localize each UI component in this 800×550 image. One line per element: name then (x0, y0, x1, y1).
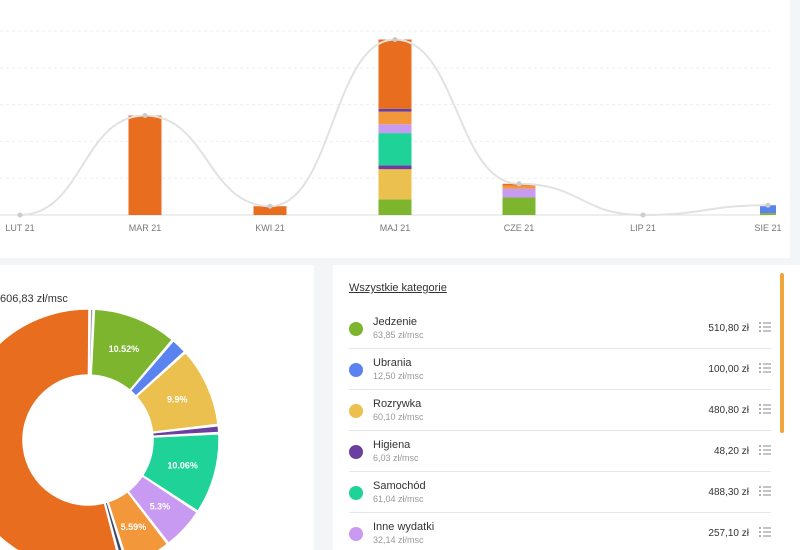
chart-bars (128, 39, 776, 215)
list-scrollbar[interactable] (780, 273, 784, 433)
category-row[interactable]: Jedzenie 63,85 zł/msc 510,80 zł (349, 308, 771, 349)
bar-segment[interactable] (378, 39, 412, 109)
category-donut-chart: 10.52%9.9%10.06%5.3%5.59%% (0, 308, 220, 550)
category-name: Ubrania (373, 357, 412, 369)
donut-segment-label: 5.59% (121, 522, 147, 532)
category-row[interactable]: Higiena 6,03 zł/msc 48,20 zł (349, 431, 771, 472)
bar-segment[interactable] (502, 197, 536, 215)
x-tick-label: MAJ 21 (380, 223, 411, 233)
bar-segment[interactable] (760, 205, 776, 214)
category-color-dot (349, 322, 363, 336)
category-name: Samochód (373, 480, 426, 492)
list-icon[interactable] (759, 362, 771, 374)
bar-segment[interactable] (128, 115, 162, 215)
category-name: Higiena (373, 439, 411, 451)
donut-segment[interactable] (126, 474, 199, 545)
category-monthly-average: 12,50 zł/msc (373, 371, 424, 381)
donut-segment-label: 10.06% (167, 461, 198, 471)
list-icon[interactable] (759, 403, 771, 415)
donut-segment-label: 9.9% (167, 395, 188, 405)
category-monthly-average: 61,04 zł/msc (373, 494, 424, 504)
trend-point[interactable] (267, 203, 273, 209)
monthly-chart-panel: LUT 21 MAR 21 KWI 21 MAJ 21 CZE 21 LIP 21 SIE … (0, 0, 790, 258)
category-color-dot (349, 445, 363, 459)
donut-segment[interactable] (141, 433, 220, 513)
bar-segment[interactable] (502, 188, 536, 198)
category-name: Inne wydatki (373, 521, 435, 533)
chart-trend-line (17, 37, 771, 218)
trend-point[interactable] (142, 113, 148, 119)
bar-segment[interactable] (253, 206, 287, 215)
bar-segment[interactable] (378, 165, 412, 170)
x-tick-label: CZE 21 (504, 223, 535, 233)
category-color-dot (349, 363, 363, 377)
donut-segment[interactable] (135, 351, 219, 434)
donut-chart-panel: 606,83 zł/msc 10.52%9.9%10.06%5.3%5.59%% (0, 265, 314, 550)
trend-point[interactable] (392, 37, 398, 42)
category-total: 257,10 zł (708, 528, 749, 539)
bar-segment[interactable] (378, 111, 412, 125)
trend-point[interactable] (765, 202, 771, 208)
monthly-bar-chart: LUT 21 MAR 21 KWI 21 MAJ 21 CZE 21 LIP 21 SIE … (0, 30, 782, 233)
list-icon[interactable] (759, 444, 771, 456)
donut-segment[interactable] (0, 308, 121, 550)
bar-segment[interactable] (502, 185, 536, 189)
category-monthly-average: 6,03 zł/msc (373, 453, 419, 463)
donut-segment[interactable] (90, 308, 174, 392)
category-name: Jedzenie (373, 316, 418, 328)
donut-segment-label: 5.3% (150, 502, 171, 512)
category-monthly-average: 32,14 zł/msc (373, 535, 424, 545)
category-color-dot (349, 486, 363, 500)
donut-total-label: 606,83 zł/msc (0, 293, 68, 305)
category-row[interactable]: Samochód 61,04 zł/msc 488,30 zł (349, 472, 771, 513)
bar-segment[interactable] (378, 108, 412, 112)
category-color-dot (349, 404, 363, 418)
category-row[interactable]: Ubrania 12,50 zł/msc 100,00 zł (349, 349, 771, 390)
bar-segment[interactable] (378, 169, 412, 200)
category-row[interactable]: Rozrywka 60,10 zł/msc 480,80 zł (349, 390, 771, 431)
bar-segment[interactable] (378, 199, 412, 215)
category-total: 510,80 zł (708, 323, 749, 334)
category-total: 488,30 zł (708, 487, 749, 498)
list-icon[interactable] (759, 321, 771, 333)
list-icon[interactable] (759, 526, 771, 538)
category-name: Rozrywka (373, 398, 422, 410)
bar-segment[interactable] (378, 133, 412, 166)
category-total: 48,20 zł (713, 446, 749, 457)
category-row[interactable]: Inne wydatki 32,14 zł/msc 257,10 zł (349, 513, 771, 550)
x-tick-label: LUT 21 (5, 223, 34, 233)
donut-hole (24, 376, 152, 504)
x-tick-label: LIP 21 (630, 223, 656, 233)
trend-point[interactable] (640, 212, 646, 218)
donut-segment[interactable] (107, 490, 169, 550)
bar-segment[interactable] (378, 124, 412, 134)
x-tick-label: KWI 21 (255, 223, 285, 233)
bar-segment[interactable] (760, 213, 776, 215)
list-icon[interactable] (759, 485, 771, 497)
all-categories-link[interactable]: Wszystkie kategorie (349, 282, 447, 294)
x-tick-label: SIE 21 (754, 223, 781, 233)
x-tick-label: MAR 21 (129, 223, 162, 233)
trend-point[interactable] (516, 181, 522, 187)
category-total: 100,00 zł (708, 364, 749, 375)
chart-x-axis: LUT 21 MAR 21 KWI 21 MAJ 21 CZE 21 LIP 21 SIE … (5, 223, 781, 233)
donut-segment-label: 10.52% (109, 344, 140, 354)
category-monthly-average: 60,10 zł/msc (373, 412, 424, 422)
category-list-panel: Wszystkie kategorie Jedzenie 63,85 zł/msc… (333, 265, 800, 550)
category-monthly-average: 63,85 zł/msc (373, 330, 424, 340)
category-color-dot (349, 527, 363, 541)
category-total: 480,80 zł (708, 405, 749, 416)
trend-point[interactable] (17, 212, 23, 218)
